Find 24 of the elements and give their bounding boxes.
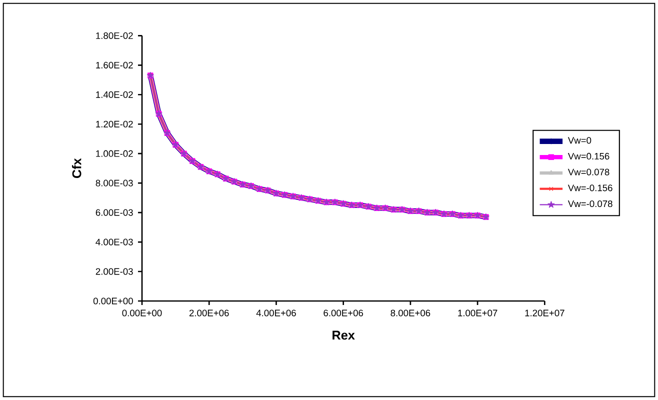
y-tick-label: 1.80E-02 <box>96 32 133 39</box>
y-tick-label: 1.40E-02 <box>96 91 133 98</box>
legend-label: Vw=0 <box>568 137 592 144</box>
legend-label: Vw=-0.156 <box>568 184 612 192</box>
x-axis-title: Rex <box>332 330 355 340</box>
y-axis-title: Cfx <box>72 158 82 178</box>
y-tick-label: 2.00E-03 <box>96 268 133 275</box>
y-tick-label: 1.60E-02 <box>96 62 133 68</box>
x-tick-label: 0.00E+00 <box>122 310 162 316</box>
legend-label: Vw=0.078 <box>568 168 610 176</box>
legend-label: Vw=-0.078 <box>568 200 612 208</box>
y-tick-label: 1.00E-02 <box>96 150 133 157</box>
x-tick-label: 4.00E+06 <box>256 310 296 316</box>
y-tick-label: 1.20E-02 <box>96 120 133 128</box>
legend-label: Vw=0.156 <box>568 152 610 160</box>
y-tick-label: 0.00E+00 <box>93 298 133 304</box>
x-tick-label: 6.00E+06 <box>324 310 364 316</box>
x-tick-label: 1.20E+07 <box>525 310 564 316</box>
x-tick-label: 8.00E+06 <box>390 310 430 316</box>
y-tick-label: 8.00E-03 <box>96 180 133 186</box>
y-tick-label: 6.00E-03 <box>96 209 133 216</box>
x-tick-label: 2.00E+06 <box>189 310 229 316</box>
y-tick-label: 4.00E-03 <box>96 238 133 246</box>
x-tick-label: 1.00E+07 <box>458 310 498 316</box>
